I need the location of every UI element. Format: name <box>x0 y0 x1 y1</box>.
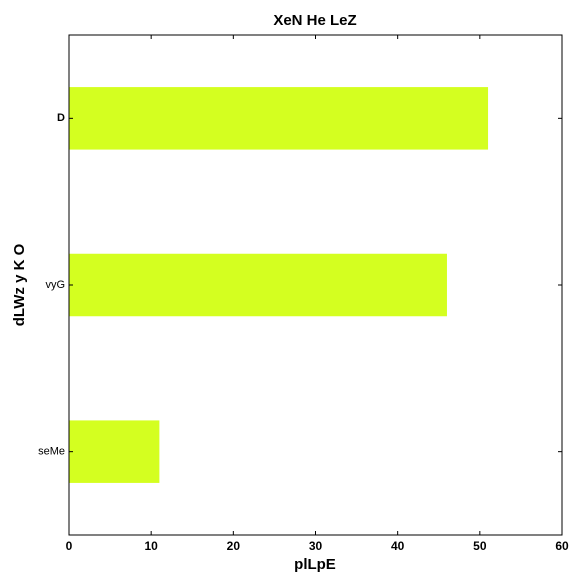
y-axis-label: dLWz y K O <box>11 243 28 326</box>
bar-D <box>69 87 488 150</box>
y-tick-label: vyG <box>45 279 65 291</box>
x-tick-label: 50 <box>473 539 487 553</box>
x-tick-label: 60 <box>555 539 569 553</box>
x-axis-label: plLpE <box>294 556 336 573</box>
x-tick-label: 40 <box>391 539 405 553</box>
x-tick-label: 10 <box>144 539 158 553</box>
bar-vyG <box>69 254 447 317</box>
x-tick-label: 30 <box>309 539 323 553</box>
chart-title: XeN He LeZ <box>273 12 356 29</box>
x-tick-label: 0 <box>66 539 73 553</box>
y-tick-label: seMe <box>38 446 65 458</box>
x-tick-label: 20 <box>227 539 241 553</box>
y-tick-label: D <box>57 112 65 124</box>
bar-seMe <box>69 420 159 483</box>
